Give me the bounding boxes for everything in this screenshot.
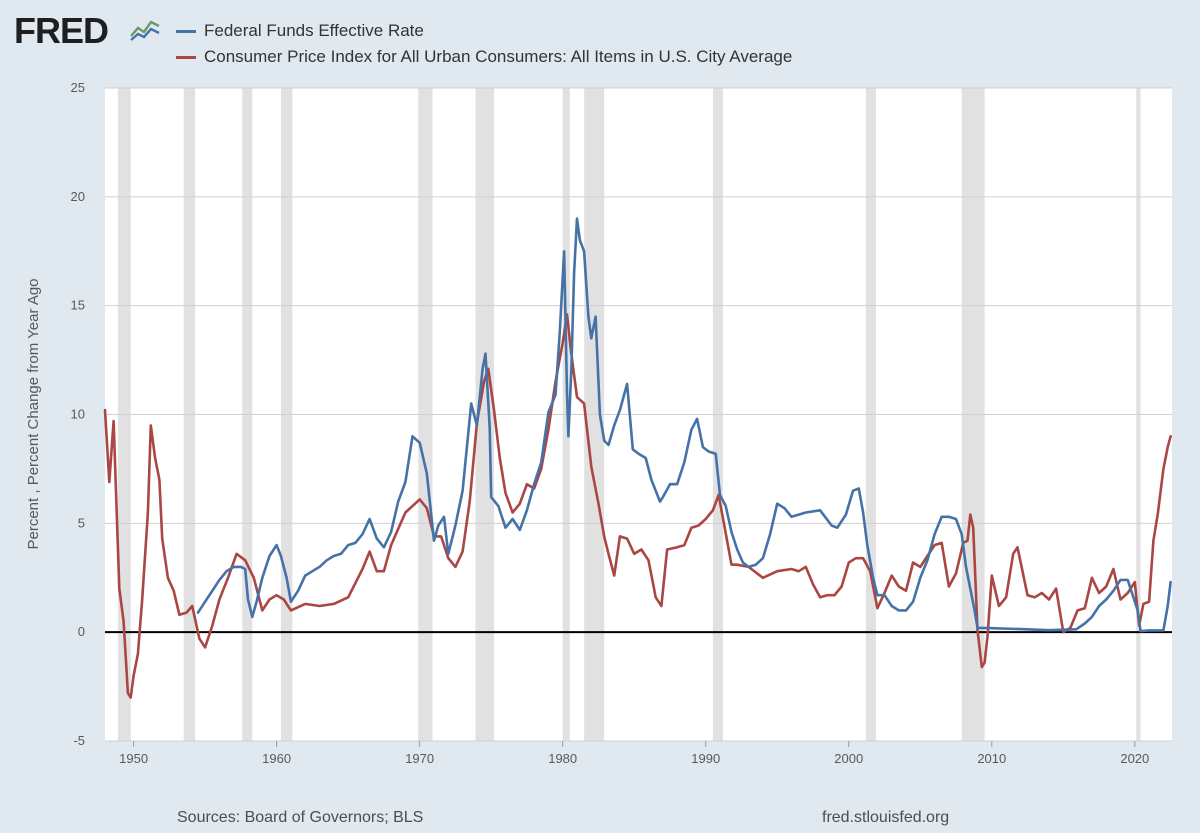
y-axis-ticks: -5 0 5 10 15 20 25 xyxy=(71,80,85,748)
fred-logo[interactable]: FRED xyxy=(14,10,109,51)
y-tick-label: 20 xyxy=(71,189,85,204)
series-line-federal-funds-rate xyxy=(196,217,1172,633)
line-chart-icon xyxy=(129,16,163,42)
x-tick-label: 2000 xyxy=(834,751,863,766)
y-tick-label: 15 xyxy=(71,298,85,313)
y-tick-label: 5 xyxy=(78,515,85,530)
y-tick-label: 10 xyxy=(71,407,85,422)
series-lines xyxy=(103,217,1172,699)
chart-legend: Federal Funds Effective Rate Consumer Pr… xyxy=(176,18,792,70)
legend-swatch-ffr xyxy=(176,29,196,33)
x-tick-label: 1950 xyxy=(119,751,148,766)
y-axis-title: Percent , Percent Change from Year Ago xyxy=(25,278,42,549)
sources-note: Sources: Board of Governors; BLS xyxy=(177,809,424,826)
legend-label-ffr: Federal Funds Effective Rate xyxy=(204,21,424,40)
x-axis-ticks: 1950 1960 1970 1980 1990 2000 2010 2020 xyxy=(119,741,1149,766)
legend-label-cpi: Consumer Price Index for All Urban Consu… xyxy=(204,47,793,66)
grid-lines xyxy=(105,87,1172,742)
y-tick-label: 0 xyxy=(78,624,85,639)
y-tick-label: -5 xyxy=(73,733,85,748)
x-tick-label: 1990 xyxy=(691,751,720,766)
x-tick-label: 2020 xyxy=(1120,751,1149,766)
site-link[interactable]: fred.stlouisfed.org xyxy=(822,809,950,826)
legend-item-cpi[interactable]: Consumer Price Index for All Urban Consu… xyxy=(176,44,792,70)
legend-item-ffr[interactable]: Federal Funds Effective Rate xyxy=(176,18,792,44)
x-tick-label: 1960 xyxy=(262,751,291,766)
series-line-cpi xyxy=(103,313,1172,699)
x-tick-label: 1970 xyxy=(405,751,434,766)
x-tick-label: 1980 xyxy=(548,751,577,766)
y-tick-label: 25 xyxy=(71,80,85,95)
x-tick-label: 2010 xyxy=(977,751,1006,766)
legend-swatch-cpi xyxy=(176,55,196,59)
